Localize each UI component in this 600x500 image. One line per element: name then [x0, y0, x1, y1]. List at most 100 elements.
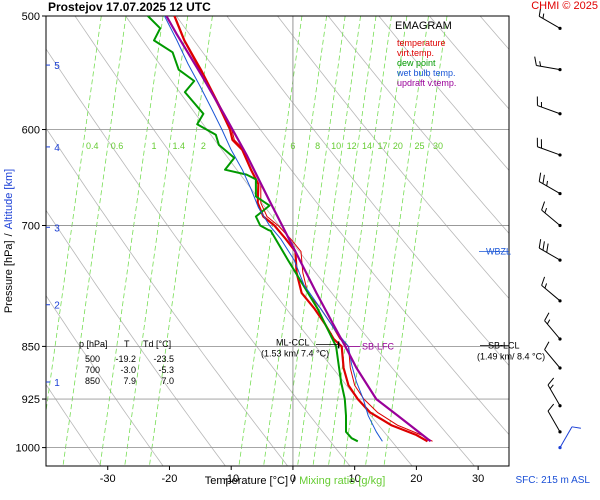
credit-label: CHMI © 2025 [531, 0, 598, 12]
wind-barb-2 [536, 96, 562, 116]
y-axis-label-2: Altitude [km] [3, 169, 15, 230]
x-axis-label: Temperature [°C] [205, 475, 288, 487]
wind-barb-feather [546, 180, 548, 186]
wind-barb-feather [544, 207, 548, 214]
wind-barb-8 [544, 312, 562, 341]
y-tick-label: 1000 [16, 443, 40, 455]
wind-barb-feather [539, 61, 542, 67]
series-line-virt-temp- [174, 16, 433, 442]
wind-barb-staff [547, 384, 561, 406]
table-cell: -19.2 [115, 354, 136, 364]
table-cell: 850 [85, 376, 100, 386]
table-cell: -5.3 [158, 365, 174, 375]
table-header: Td [°C] [143, 339, 171, 349]
mixing-ratio-label: 1.4 [172, 141, 185, 151]
dry-adiabat-1 [46, 383, 102, 466]
dry-adiabat-11 [327, 16, 509, 234]
table-cell: 700 [85, 365, 100, 375]
wind-barbs [534, 7, 581, 450]
x-tick-label: 10 [349, 473, 361, 485]
wind-barb-station [558, 191, 562, 196]
wind-barb-station [558, 68, 562, 72]
wind-barb-station [558, 258, 562, 262]
table-cell: 7.9 [123, 376, 136, 386]
wind-barb-staff [538, 247, 561, 261]
mixing-ratio-label: 17 [377, 141, 387, 151]
table-cell: -3.0 [120, 365, 136, 375]
wind-barb-feather [549, 384, 554, 390]
mixing-ratio-line-4 [149, 16, 213, 466]
table-header: p [hPa] [79, 339, 108, 349]
series-layer [147, 16, 433, 443]
wind-barb-feather [541, 276, 546, 286]
mixing-ratio-label: 30 [433, 141, 443, 151]
wind-barb-station [558, 223, 562, 228]
dry-adiabat-8 [175, 16, 509, 436]
surface-elevation-note: SFC: 215 m ASL [515, 475, 590, 486]
table-cell: -23.5 [153, 354, 174, 364]
mixing-ratio-line-1 [62, 16, 127, 466]
mixing-ratio-label: 0.6 [111, 141, 124, 151]
wind-barb-staff [559, 426, 573, 448]
wind-barb-staff [541, 209, 561, 226]
mixing-ratio-line-2 [99, 16, 164, 466]
wind-barb-station [558, 26, 562, 30]
table-header: T [124, 339, 130, 349]
legend-entry: virt.temp. [397, 48, 434, 58]
x-tick-label: -10 [223, 473, 239, 485]
wind-barb-6 [538, 239, 562, 262]
dry-adiabat-3 [46, 209, 226, 466]
y-tick-label: 925 [22, 394, 40, 406]
x-tick-label: 20 [410, 473, 422, 485]
wind-barb-11 [547, 403, 562, 434]
mixing-ratio-label: 0.4 [86, 141, 99, 151]
sb-lcl-sub: (1.49 km/ 8.4 °C) [477, 351, 545, 361]
series-line-wet-bulb-temp- [164, 16, 383, 442]
x-tick-label: 0 [290, 473, 296, 485]
sb-lfc-label: SB-LFC [362, 341, 395, 351]
mixing-ratio-label: 10 [331, 141, 341, 151]
wind-barb-station [558, 366, 562, 370]
mixing-ratio-line-0 [46, 16, 102, 414]
mixing-ratio-label: 20 [393, 141, 403, 151]
wind-barb-staff [541, 285, 561, 302]
chart-title: Prostejov 17.07.2025 12 UTC [48, 0, 211, 14]
x-axis-separator: / [292, 475, 296, 487]
wind-barb-station [558, 445, 562, 450]
mixing-ratio-line-7 [281, 16, 346, 466]
mixing-ratio-label: 25 [414, 141, 424, 151]
mixing-ratio-line-13 [383, 16, 448, 466]
wind-barb-staff [537, 105, 561, 115]
wind-barb-staff [544, 349, 561, 369]
x-axis-title: Temperature [°C] / Mixing ratio [g/kg] [205, 475, 386, 487]
dry-adiabat-7 [125, 16, 475, 466]
wind-barb-feather [547, 403, 555, 412]
wind-barb-staff [544, 320, 561, 340]
mixing-ratio-line-6 [263, 16, 328, 466]
altitude-tick-label: 3 [54, 223, 60, 234]
wind-barb-feather [541, 201, 546, 211]
dry-adiabat-2 [46, 294, 164, 466]
altitude-tick-label: 5 [54, 61, 60, 72]
wind-barb-feather [542, 13, 545, 19]
altitude-tick-label: 4 [54, 143, 60, 154]
wind-barb-feather [546, 243, 549, 253]
sb-lcl-label: SB-LCL [488, 340, 520, 350]
mixing-ratio-label: 12 [347, 141, 357, 151]
wind-barb-5 [541, 201, 562, 228]
plot-frame [45, 15, 510, 467]
ml-lcl-label: ML-CCL [276, 337, 310, 347]
wind-barb-0 [538, 7, 562, 30]
mixing-ratio-line-11 [343, 16, 408, 466]
wind-barb-7 [541, 276, 562, 303]
grid-inner [46, 16, 509, 466]
legend-entry: dew point [397, 58, 436, 68]
wind-barb-staff [538, 15, 561, 29]
ml-lcl-sub: (1.53 km/ 7.4 °C) [261, 348, 329, 358]
wind-barb-feather [538, 239, 542, 249]
y-axis-label: Pressure [hPa] [3, 240, 15, 313]
legend-entry: wet bulb temp. [396, 68, 456, 78]
mixing-ratio-line-5 [238, 16, 303, 466]
